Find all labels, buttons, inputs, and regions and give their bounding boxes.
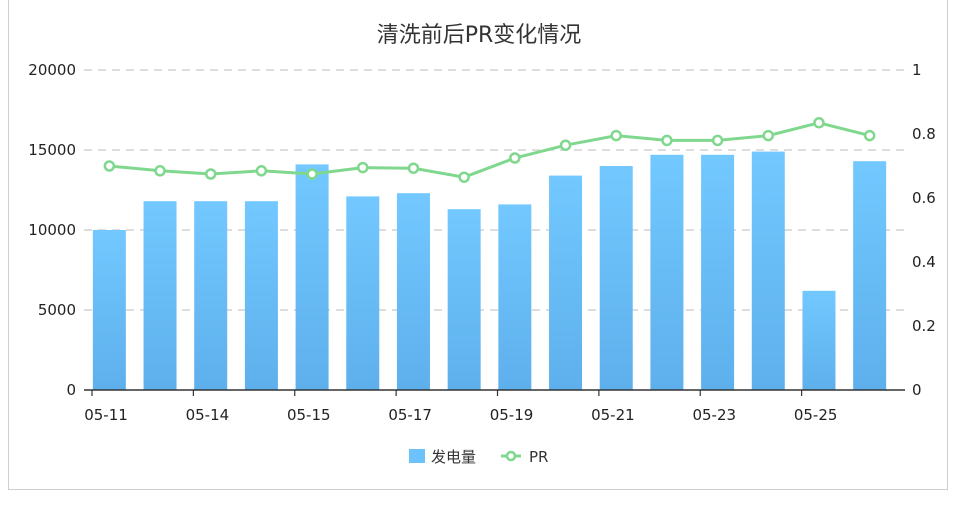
bar: [244, 201, 278, 390]
x-tick-label: 05-14: [186, 406, 230, 424]
bar: [701, 154, 735, 390]
x-tick-label: 05-19: [490, 406, 534, 424]
y-right-tick-label: 0.6: [912, 189, 936, 207]
bar: [295, 164, 329, 390]
pr-point: [255, 165, 268, 177]
legend-label-line: PR: [529, 448, 548, 466]
x-tick-label: 05-17: [388, 406, 432, 424]
legend: 发电量 PR: [409, 448, 548, 466]
pr-point: [559, 139, 572, 151]
bar: [346, 196, 380, 390]
y-right-tick-label: 1: [912, 61, 922, 79]
chart-title: 清洗前后PR变化情况: [377, 23, 582, 48]
y-left-tick-label: 20000: [28, 61, 76, 79]
pr-point: [863, 129, 876, 142]
grid-lines: [84, 69, 905, 311]
bar: [853, 161, 887, 390]
bar: [549, 175, 583, 390]
y-left-tick-label: 0: [66, 381, 76, 399]
pr-point: [407, 162, 420, 174]
pr-point: [204, 168, 217, 180]
bar: [650, 154, 684, 390]
bar: [498, 204, 532, 390]
x-tick-label: 05-15: [287, 406, 331, 424]
y-right-tick-label: 0.2: [912, 317, 936, 335]
bar: [447, 209, 481, 390]
pr-point: [509, 152, 521, 164]
pr-point: [661, 134, 673, 147]
pr-point: [762, 129, 775, 142]
bar: [92, 230, 126, 390]
pr-point: [813, 117, 825, 129]
bar: [143, 201, 177, 390]
pr-point: [458, 171, 470, 183]
legend-swatch-bar: [409, 449, 425, 463]
axes: 0 5000 10000 15000 20000 0 0.2 0.4 0.6 0.8 1 05-11 0…: [28, 61, 936, 424]
pr-point: [154, 165, 166, 177]
pr-point: [306, 168, 318, 180]
pr-point: [357, 161, 369, 174]
bar: [194, 201, 228, 390]
pr-point: [103, 160, 116, 172]
y-left-tick-label: 5000: [38, 301, 76, 319]
y-left-tick-label: 10000: [28, 221, 76, 239]
x-tick-label: 05-11: [84, 406, 128, 424]
x-tick-label: 05-25: [794, 406, 838, 424]
y-right-tick-label: 0.4: [912, 253, 936, 271]
bar-series: [92, 151, 887, 390]
bar: [396, 193, 430, 390]
bar: [751, 151, 785, 390]
x-tick-label: 05-21: [591, 406, 635, 424]
pr-line: [109, 121, 871, 179]
bar: [802, 290, 836, 390]
pr-point: [711, 134, 724, 147]
line-series: [103, 117, 876, 183]
bar: [599, 166, 633, 390]
pr-point: [610, 129, 622, 142]
y-right-tick-label: 0.8: [912, 125, 936, 143]
x-tick-label: 05-23: [692, 406, 736, 424]
legend-swatch-marker: [505, 450, 517, 462]
legend-label-bar: 发电量: [431, 448, 476, 466]
y-left-tick-label: 15000: [28, 141, 76, 159]
y-right-tick-label: 0: [912, 381, 922, 399]
